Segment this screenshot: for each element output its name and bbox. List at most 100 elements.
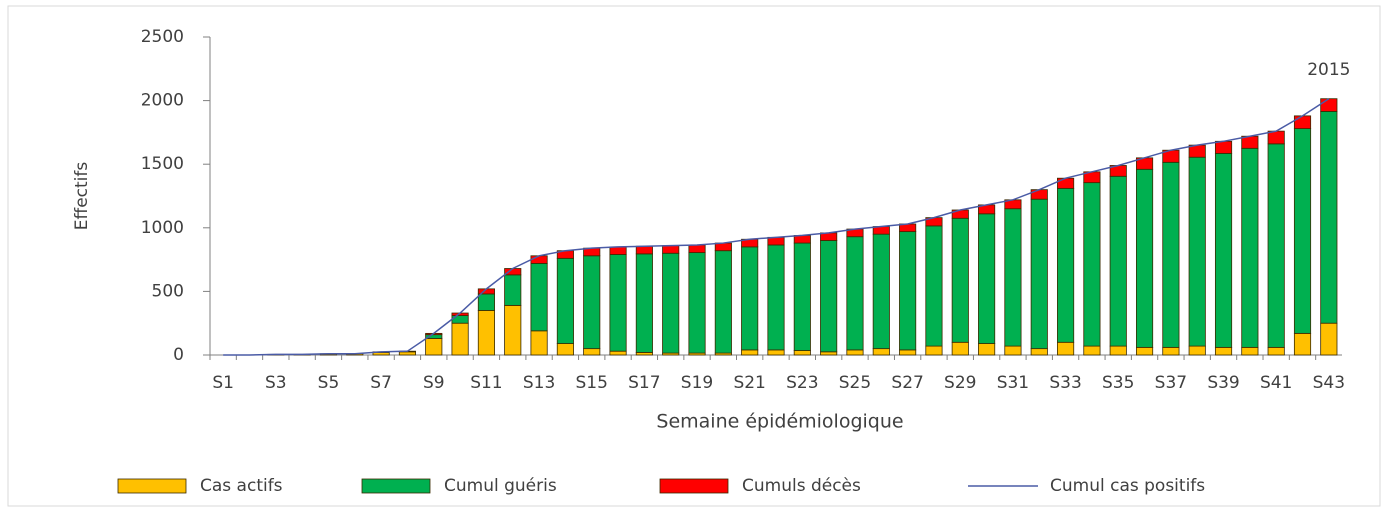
bar-segment bbox=[1004, 345, 1022, 356]
bar-segment bbox=[477, 293, 495, 311]
bar-segment bbox=[741, 349, 759, 356]
bar-segment bbox=[714, 250, 732, 354]
x-tick-label: S27 bbox=[891, 373, 923, 393]
x-tick-label: S25 bbox=[839, 373, 871, 393]
bar-segment bbox=[1267, 346, 1285, 356]
bar-segment bbox=[530, 330, 548, 356]
bar-segment bbox=[662, 245, 680, 254]
y-tick-label: 2500 bbox=[141, 27, 184, 47]
legend-swatch bbox=[361, 478, 431, 494]
bar-segment bbox=[1057, 341, 1075, 356]
bar-segment bbox=[609, 350, 627, 356]
x-tick-label: S13 bbox=[523, 373, 555, 393]
bar-segment bbox=[951, 217, 969, 343]
bar-segment bbox=[1214, 152, 1233, 348]
legend-label: Cas actifs bbox=[200, 476, 283, 496]
bar-segment bbox=[767, 244, 785, 351]
bar-segment bbox=[872, 348, 890, 356]
bar-segment bbox=[925, 225, 943, 347]
bar-segment bbox=[1293, 128, 1312, 334]
x-tick-label: S31 bbox=[997, 373, 1029, 393]
bar-segment bbox=[1162, 161, 1180, 348]
legend-label: Cumuls décès bbox=[742, 476, 861, 496]
x-tick-label: S5 bbox=[318, 373, 340, 393]
x-tick-label: S3 bbox=[265, 373, 287, 393]
bar-segment bbox=[583, 348, 601, 356]
x-tick-label: S19 bbox=[681, 373, 713, 393]
y-tick-label: 0 bbox=[173, 345, 184, 365]
bar-segment bbox=[1188, 156, 1206, 347]
x-tick-label: S39 bbox=[1207, 373, 1239, 393]
bar-segment bbox=[688, 244, 706, 254]
bar-segment bbox=[1109, 345, 1127, 356]
x-tick-label: S21 bbox=[733, 373, 765, 393]
bar-segment bbox=[1083, 345, 1101, 356]
bar-segment bbox=[1109, 175, 1127, 347]
bar-segment bbox=[951, 341, 969, 356]
y-tick-label: 1000 bbox=[141, 218, 184, 238]
bar-segment bbox=[530, 255, 548, 264]
bar-segment bbox=[635, 245, 653, 255]
bar-segment bbox=[1030, 198, 1048, 350]
x-tick-label: S41 bbox=[1260, 373, 1292, 393]
line bbox=[223, 98, 1330, 356]
bar-segment bbox=[1162, 346, 1180, 356]
bar-segment bbox=[583, 255, 601, 350]
x-tick-label: S7 bbox=[370, 373, 392, 393]
bar-segment bbox=[1135, 346, 1154, 356]
bar-segment bbox=[1004, 208, 1022, 347]
bar-segment bbox=[451, 322, 469, 356]
bar-segment bbox=[425, 338, 443, 356]
data-label: 2015 bbox=[1307, 60, 1350, 80]
bar-segment bbox=[662, 252, 680, 354]
bar-segment bbox=[556, 257, 574, 344]
x-axis-label: Semaine épidémiologique bbox=[656, 411, 903, 433]
bar-segment bbox=[1267, 130, 1285, 145]
x-tick-label: S37 bbox=[1155, 373, 1187, 393]
bar-segment bbox=[1214, 140, 1233, 154]
bar-segment bbox=[767, 349, 785, 356]
legend-label: Cumul guéris bbox=[444, 476, 557, 496]
bar-segment bbox=[1320, 322, 1338, 356]
bar-segment bbox=[1030, 348, 1048, 356]
bar-segment bbox=[793, 242, 811, 351]
bar-segment bbox=[609, 254, 627, 352]
bar-segment bbox=[504, 268, 522, 276]
y-axis-label: Effectifs bbox=[72, 162, 92, 231]
y-tick-label: 500 bbox=[152, 281, 184, 301]
bar-segment bbox=[820, 351, 838, 356]
bar-segment bbox=[846, 349, 864, 356]
bar-segment bbox=[978, 343, 996, 356]
bar-segment bbox=[1320, 98, 1338, 112]
x-tick-label: S43 bbox=[1313, 373, 1345, 393]
legend-label: Cumul cas positifs bbox=[1050, 476, 1205, 496]
x-tick-label: S9 bbox=[423, 373, 445, 393]
bar-segment bbox=[899, 231, 917, 351]
bar-segment bbox=[1188, 345, 1206, 356]
x-tick-label: S35 bbox=[1102, 373, 1134, 393]
bar-segment bbox=[1293, 115, 1312, 129]
x-tick-label: S17 bbox=[628, 373, 660, 393]
bar-segment bbox=[820, 240, 838, 353]
bar-segment bbox=[872, 233, 890, 350]
x-tick-label: S29 bbox=[944, 373, 976, 393]
bar-segment bbox=[1083, 182, 1101, 347]
y-tick-label: 2000 bbox=[141, 91, 184, 111]
bar-segment bbox=[925, 345, 943, 356]
bar-segment bbox=[688, 252, 706, 354]
bar-segment bbox=[635, 253, 653, 353]
legend-swatch bbox=[659, 478, 729, 494]
chart-border bbox=[7, 5, 1381, 507]
x-tick-label: S33 bbox=[1049, 373, 1081, 393]
x-tick-label: S1 bbox=[212, 373, 234, 393]
legend-swatch bbox=[117, 478, 187, 494]
bar-segment bbox=[846, 236, 864, 351]
bar-segment bbox=[477, 310, 495, 356]
bar-segment bbox=[793, 350, 811, 356]
bar-segment bbox=[978, 213, 996, 344]
bar-segment bbox=[556, 343, 574, 356]
x-tick-label: S23 bbox=[786, 373, 818, 393]
bar-segment bbox=[530, 263, 548, 332]
bar-segment bbox=[504, 304, 522, 356]
